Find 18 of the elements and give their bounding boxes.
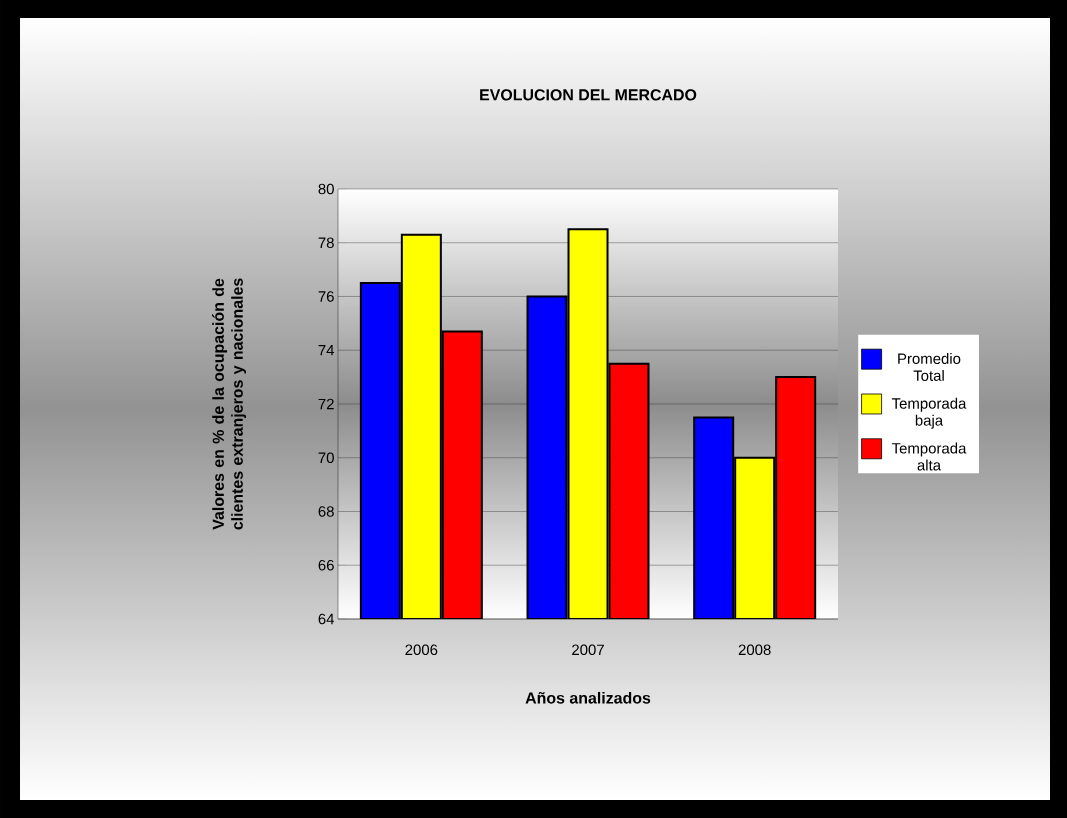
chart-title: EVOLUCION DEL MERCADO [480,89,697,101]
y-tick-label: 74 [318,345,335,356]
legend-label: Promedio Total [898,353,961,381]
x-tick-label: 2008 [738,644,771,656]
y-tick-label: 68 [318,506,334,517]
y-tick-label: 64 [318,613,335,625]
x-axis-title: Años analizados [525,691,651,704]
y-tick-label: 70 [318,452,334,464]
legend-label: Temporada alta [891,442,967,471]
y-tick-label: 76 [318,291,334,302]
y-tick-label: 80 [318,183,334,195]
x-tick-label: 2006 [405,644,438,656]
y-axis-title: Valores en % de la ocupación de clientes extranjeros y nacionales [212,278,247,530]
y-tick-label: 72 [318,398,334,410]
x-tick-label: 2007 [572,644,604,656]
y-tick-label: 78 [318,237,334,249]
y-tick-label: 66 [318,559,334,571]
legend-label: Temporada baja [891,397,967,429]
